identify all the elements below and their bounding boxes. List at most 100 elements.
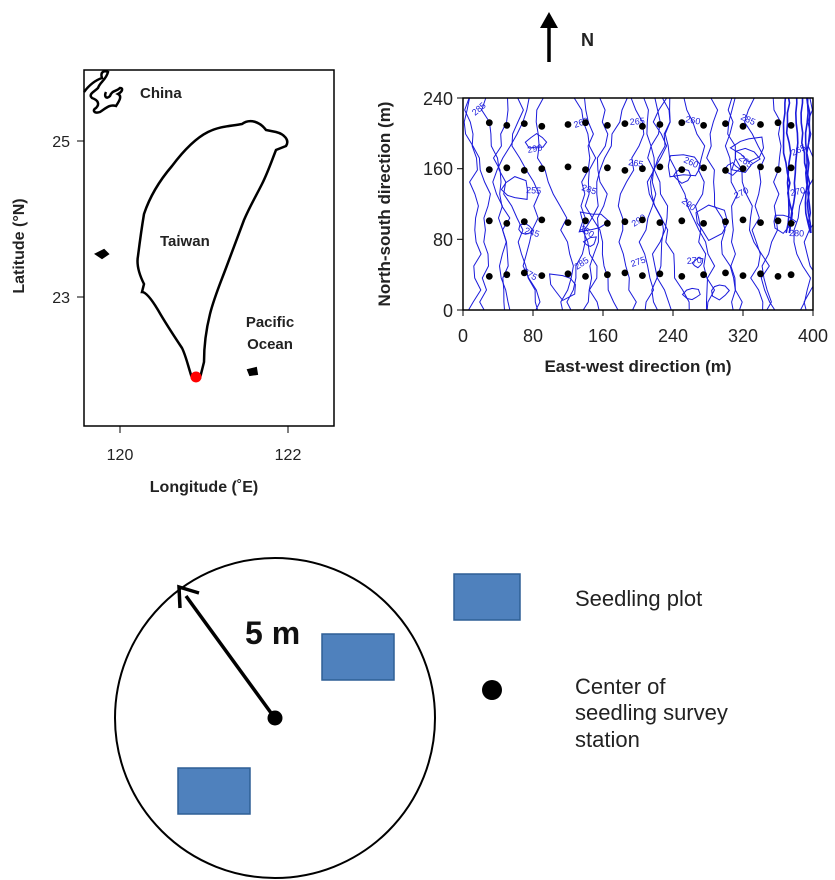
y-axis-title: North-south direction (m) xyxy=(375,102,394,307)
survey-station-point xyxy=(787,164,795,172)
y-tick-label: 80 xyxy=(433,230,453,250)
taiwan-label: Taiwan xyxy=(160,233,210,250)
contour-loop xyxy=(729,136,765,163)
survey-station-point xyxy=(604,122,611,129)
survey-station-point xyxy=(520,167,528,174)
survey-station-point xyxy=(774,273,782,280)
contour-line xyxy=(727,98,776,310)
contour-label: 285 xyxy=(573,255,591,272)
survey-station-point xyxy=(520,269,528,277)
seedling-plot xyxy=(177,767,251,815)
contour-loop xyxy=(500,176,528,200)
contour-label: 280 xyxy=(789,228,804,239)
contour-label: 270 xyxy=(686,255,702,266)
contour-label: 245 xyxy=(523,225,540,239)
survey-station-point xyxy=(564,121,572,128)
contour-line xyxy=(724,98,738,310)
contour-line xyxy=(463,98,491,310)
survey-station-point xyxy=(787,220,795,227)
contour-label: 260 xyxy=(572,115,590,130)
radius-label: 5 m xyxy=(245,615,300,651)
survey-station-point xyxy=(722,218,729,226)
contour-plot: 2852902852902702852652552502752602652702… xyxy=(375,89,828,376)
survey-station-point xyxy=(604,271,611,279)
map-x-tick-label: 122 xyxy=(275,447,302,464)
china-coastline xyxy=(83,70,124,114)
contour-line xyxy=(566,98,628,310)
survey-station-point xyxy=(503,271,511,279)
contour-label: 260 xyxy=(685,114,702,126)
lanyu-island xyxy=(246,366,259,377)
contour-line-steep xyxy=(804,98,812,234)
legend-plot-label: Seedling plot xyxy=(575,586,703,611)
y-tick-label: 240 xyxy=(423,89,453,109)
survey-station-point xyxy=(700,220,707,227)
survey-station-point xyxy=(582,166,589,173)
survey-station-point xyxy=(774,166,782,173)
contour-label: 265 xyxy=(629,116,645,127)
contour-line-steep xyxy=(785,98,792,234)
survey-station-point xyxy=(700,164,707,172)
north-arrow: N xyxy=(540,12,594,62)
survey-station-point xyxy=(700,122,707,129)
x-tick-label: 0 xyxy=(458,326,468,346)
survey-station-point xyxy=(564,163,572,171)
contour-line xyxy=(683,98,716,310)
contour-loop xyxy=(667,154,702,178)
north-arrow-icon xyxy=(540,12,558,28)
survey-station-point xyxy=(722,269,729,277)
contour-label: 275 xyxy=(629,255,646,269)
legend-symbols xyxy=(453,573,521,700)
contour-line xyxy=(582,98,609,310)
survey-station-point xyxy=(757,163,764,171)
china-label: China xyxy=(140,85,182,102)
survey-station-point xyxy=(582,273,589,280)
contour-line-steep xyxy=(800,98,812,234)
survey-station-point xyxy=(739,216,747,224)
contour-loop xyxy=(691,257,704,269)
survey-station-point xyxy=(787,271,795,279)
plot-frame xyxy=(462,97,814,311)
map-x-tick-label: 120 xyxy=(107,447,134,464)
survey-station-point xyxy=(582,119,589,127)
legend-center-dot-icon xyxy=(482,680,502,700)
contour-loop xyxy=(731,147,761,174)
contour-loop xyxy=(524,132,548,149)
legend-center-label: Center of seedling survey station xyxy=(575,674,728,753)
survey-station-point xyxy=(520,120,528,127)
survey-station-point xyxy=(485,273,493,280)
survey-station-point xyxy=(538,165,546,173)
survey-station-point xyxy=(639,165,646,173)
survey-station-point xyxy=(582,217,589,225)
penghu-islands xyxy=(94,248,110,260)
survey-station-point xyxy=(564,219,572,227)
x-tick-label: 320 xyxy=(728,326,758,346)
survey-station-point xyxy=(538,216,546,224)
survey-station-point xyxy=(739,165,747,173)
contour-label: 265 xyxy=(628,157,644,169)
map-x-axis-title: Longitude (˚E) xyxy=(150,479,258,496)
survey-station-point xyxy=(604,220,611,227)
survey-station-point xyxy=(621,167,629,174)
survey-station-point xyxy=(678,166,686,173)
contour-loop xyxy=(695,204,729,242)
y-tick-label: 160 xyxy=(423,159,453,179)
contour-line xyxy=(464,98,482,310)
x-tick-label: 160 xyxy=(588,326,618,346)
contour-line xyxy=(580,98,600,310)
survey-station-point xyxy=(639,272,646,279)
taiwan-outline xyxy=(136,119,289,380)
contour-loop xyxy=(549,273,576,302)
survey-station-point xyxy=(774,217,782,225)
survey-station-point xyxy=(656,219,664,227)
contour-line-steep xyxy=(804,98,812,234)
contour-line xyxy=(492,98,511,310)
survey-station-point xyxy=(656,121,664,128)
x-tick-label: 400 xyxy=(798,326,828,346)
survey-station-point xyxy=(639,216,646,224)
map-y-tick-label: 25 xyxy=(52,134,70,151)
survey-station-point xyxy=(503,164,511,172)
contour-loop xyxy=(711,284,730,301)
contour-line xyxy=(481,98,539,310)
contour-label: 290 xyxy=(526,142,543,155)
